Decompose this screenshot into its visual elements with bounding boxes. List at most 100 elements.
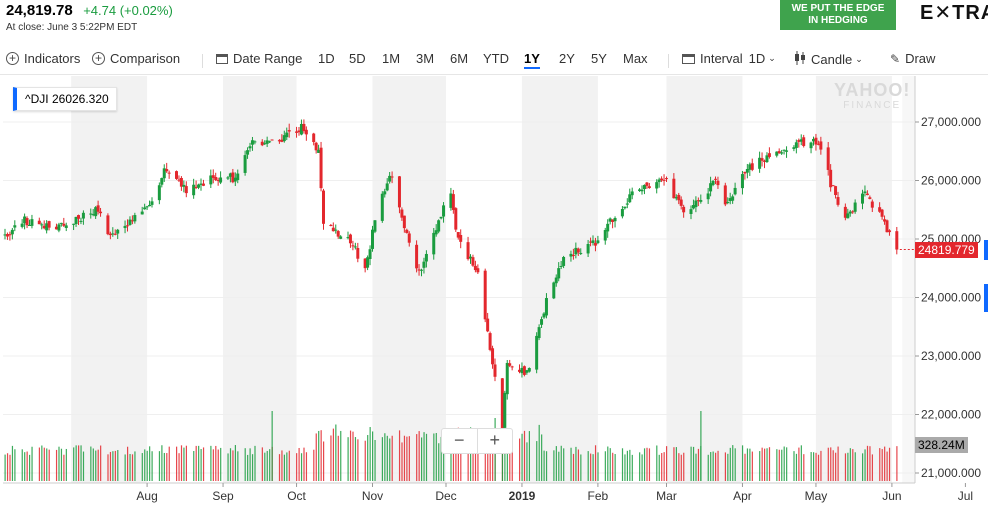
comparison-button[interactable]: + Comparison: [92, 51, 180, 66]
volume-bar: [621, 448, 624, 481]
candle-body: [353, 246, 357, 248]
volume-bar: [815, 452, 817, 481]
zoom-in-button[interactable]: +: [489, 430, 500, 450]
candle-body: [317, 149, 321, 153]
candle-body: [74, 216, 78, 225]
price-change: +4.74 (+0.02%): [83, 3, 173, 18]
pencil-icon: ✎: [890, 51, 901, 66]
candle-body: [853, 202, 857, 212]
ad-brand-logo[interactable]: E✕TRA: [920, 2, 988, 24]
date-range-button[interactable]: Date Range: [216, 51, 302, 66]
candle-body: [282, 135, 286, 142]
candle-body: [390, 176, 394, 178]
candle-body: [711, 180, 715, 185]
candle-body: [870, 201, 874, 208]
volume-bar: [594, 445, 597, 481]
volume-bar: [827, 447, 829, 481]
volume-bar: [232, 450, 234, 481]
range-3m[interactable]: 3M: [416, 51, 435, 66]
volume-bar: [384, 433, 386, 481]
candle-body: [679, 199, 683, 206]
volume-bar: [369, 427, 371, 481]
volume-bar: [609, 448, 611, 481]
candle-body: [642, 184, 646, 190]
range-2y[interactable]: 2Y: [559, 51, 575, 66]
zoom-out-button[interactable]: −: [442, 429, 478, 453]
volume-bar: [423, 432, 425, 481]
future-band: [902, 76, 915, 483]
chart-type-dropdown[interactable]: Candle ⌄: [794, 51, 863, 68]
ad-banner[interactable]: WE PUT THE EDGE IN HEDGING: [780, 0, 896, 30]
volume-bar: [798, 447, 800, 481]
interval-dropdown[interactable]: Interval 1D ⌄: [682, 51, 776, 66]
volume-bar: [60, 448, 63, 481]
volume-bar: [100, 445, 102, 481]
volume-bar: [320, 430, 322, 481]
x-tick-label: Jul: [958, 489, 973, 503]
range-6m[interactable]: 6M: [450, 51, 469, 66]
range-5y[interactable]: 5Y: [591, 51, 607, 66]
volume-bar: [680, 454, 682, 481]
x-tick-label: 2019: [509, 489, 536, 503]
candle-body: [760, 158, 764, 161]
volume-bar: [749, 448, 751, 481]
volume-bar: [435, 432, 437, 481]
interval-label: Interval: [700, 51, 743, 66]
volume-bars: [4, 411, 898, 481]
candle-body: [25, 218, 29, 226]
volume-bar: [14, 449, 16, 481]
candle-body: [265, 140, 269, 144]
volume-bar: [161, 445, 163, 481]
volume-bar: [614, 454, 616, 481]
volume-bar: [604, 451, 606, 481]
draw-button[interactable]: ✎ Draw: [890, 51, 935, 66]
candle-body: [493, 364, 497, 377]
candle-body: [405, 229, 409, 233]
candle-body: [8, 234, 12, 236]
volume-bar: [131, 454, 134, 481]
volume-bar: [6, 453, 9, 481]
volume-bar: [58, 446, 60, 481]
volume-bar: [778, 449, 780, 481]
volume-bar: [506, 433, 508, 481]
date-range-label: Date Range: [233, 51, 303, 66]
range-1y[interactable]: 1Y: [524, 51, 540, 69]
comparison-label: Comparison: [110, 51, 181, 66]
candle-body: [699, 200, 703, 202]
candle-body: [785, 150, 789, 152]
candle-body: [714, 178, 717, 180]
candle-body: [297, 130, 301, 133]
volume-bar: [744, 453, 746, 481]
zoom-control: − +: [441, 428, 513, 454]
y-tick-label: 23,000.000: [921, 349, 981, 363]
candle-body: [72, 223, 76, 225]
scroll-indicator[interactable]: [984, 284, 988, 312]
candle-body: [363, 258, 367, 269]
volume-bar: [90, 446, 92, 481]
indicators-button[interactable]: + Indicators: [6, 51, 80, 66]
volume-bar: [521, 433, 523, 481]
indicators-label: Indicators: [24, 51, 81, 66]
volume-bar: [751, 451, 753, 481]
volume-bar: [800, 445, 802, 481]
volume-bar: [354, 437, 357, 481]
candle-body: [253, 141, 257, 143]
range-ytd[interactable]: YTD: [483, 51, 509, 66]
range-1d[interactable]: 1D: [318, 51, 335, 66]
range-1m[interactable]: 1M: [382, 51, 401, 66]
range-max[interactable]: Max: [623, 51, 648, 66]
volume-bar: [244, 448, 246, 481]
candle-body: [562, 257, 566, 266]
plus-circle-icon: +: [6, 52, 19, 65]
candle-body: [348, 234, 352, 244]
candle-body: [216, 180, 220, 182]
candle-body: [228, 173, 232, 177]
scroll-indicator[interactable]: [984, 240, 988, 260]
volume-bar: [193, 451, 195, 481]
range-5d[interactable]: 5D: [349, 51, 366, 66]
candle-body: [37, 220, 41, 225]
volume-bar: [786, 447, 788, 481]
candle-body: [233, 177, 237, 182]
candle-body: [706, 193, 710, 200]
